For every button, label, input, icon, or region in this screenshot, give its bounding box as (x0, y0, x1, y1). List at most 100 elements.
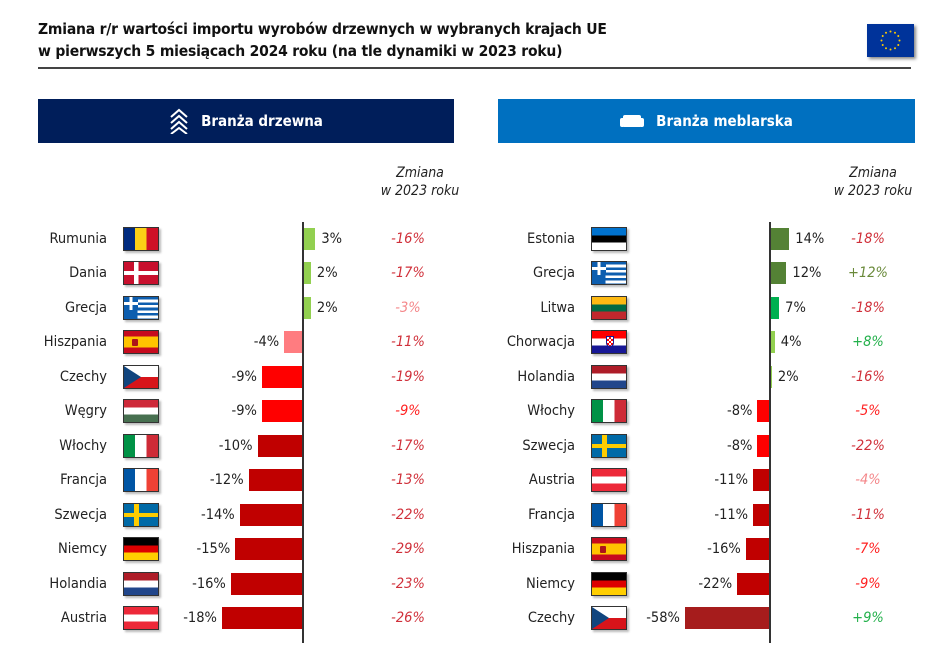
bar (769, 296, 780, 319)
country-label: Francja (60, 472, 107, 489)
country-label: Włochy (527, 403, 575, 420)
chart-row: Austria -11% -4% (0, 467, 945, 493)
change-2023-label: -7% (855, 541, 881, 558)
bar (248, 469, 302, 492)
chart-row: Austria -18% -26% (0, 605, 945, 631)
bar (684, 606, 769, 629)
bar (261, 400, 302, 423)
bar (753, 469, 769, 492)
zero-axis (302, 222, 304, 644)
flag-at-icon (123, 605, 159, 630)
furniture-industry-title: Branża meblarska (656, 112, 793, 130)
change-2023-header-right: Zmiana w 2023 roku (833, 165, 913, 199)
flag-cz-icon (591, 605, 627, 630)
change-2023-label: +12% (848, 265, 888, 282)
value-label: -11% (714, 506, 749, 523)
zero-axis (769, 222, 771, 644)
flag-es-icon (123, 330, 159, 355)
value-label: -16% (707, 541, 741, 558)
flag-ro-icon (123, 227, 159, 251)
chart-row: Grecja 2% -3% (0, 295, 945, 321)
flag-nl-icon (123, 571, 159, 596)
chart-row: Francja -12% -13% (0, 467, 945, 493)
chart-row: Grecja 12% +12% (0, 260, 945, 286)
chart-row: Czechy -58% +9% (0, 605, 945, 631)
bar (769, 262, 787, 285)
change-2023-label: -17% (391, 265, 425, 282)
value-label: -58% (646, 609, 680, 626)
change-2023-label: -4% (855, 472, 881, 489)
bar (769, 331, 775, 354)
flag-fr-icon (123, 468, 159, 493)
wood-industry-header: Branża drzewna (38, 99, 454, 143)
country-label: Holandia (517, 368, 575, 385)
flag-it-icon (591, 399, 627, 424)
change-2023-label: -18% (851, 231, 885, 247)
flag-ee-icon (591, 227, 627, 251)
bar (221, 606, 302, 629)
change-2023-label: -3% (395, 299, 421, 316)
chart-row: Włochy -8% -5% (0, 398, 945, 424)
value-label: -9% (231, 403, 257, 420)
flag-se-icon (591, 433, 627, 458)
chart-row: Rumunia 3% -16% (0, 226, 945, 252)
change-2023-label: +8% (852, 334, 884, 351)
chart-row: Dania 2% -17% (0, 260, 945, 286)
country-label: Litwa (540, 299, 575, 316)
bar (261, 365, 302, 388)
value-label: -12% (209, 472, 244, 489)
country-label: Estonia (526, 231, 575, 247)
flag-es-icon (591, 537, 627, 562)
change-2023-label: -9% (855, 575, 881, 592)
country-label: Grecja (65, 299, 107, 316)
flag-cz-icon (123, 364, 159, 389)
country-label: Chorwacja (506, 334, 575, 351)
chevron-stack-icon (170, 108, 188, 134)
country-label: Hiszpania (43, 334, 107, 351)
value-label: -11% (714, 472, 749, 489)
value-label: 7% (785, 299, 806, 316)
flag-dk-icon (123, 261, 159, 286)
country-label: Szwecja (522, 437, 575, 454)
chart-row: Niemcy -15% -29% (0, 536, 945, 562)
chart-row: Szwecja -8% -22% (0, 433, 945, 459)
flag-de-icon (591, 571, 627, 596)
change-2023-label: -18% (851, 299, 885, 316)
chart-row: Włochy -10% -17% (0, 433, 945, 459)
flag-gr-icon (591, 261, 627, 286)
country-label: Dania (69, 265, 107, 282)
country-label: Rumunia (49, 231, 107, 247)
sofa-icon (620, 115, 645, 127)
title-divider (38, 67, 911, 69)
chart-row: Szwecja -14% -22% (0, 502, 945, 528)
country-label: Grecja (533, 265, 575, 282)
change-2023-header-left: Zmiana w 2023 roku (380, 165, 460, 199)
chart-row: Holandia -16% -23% (0, 571, 945, 597)
change-2023-label: -23% (391, 575, 425, 592)
chart-row: Czechy -9% -19% (0, 364, 945, 390)
change-2023-label: -5% (855, 403, 881, 420)
value-label: 14% (795, 231, 825, 247)
chart-title: Zmiana r/r wartości importu wyrobów drze… (38, 20, 607, 60)
flag-it-icon (123, 433, 159, 458)
change-2023-label: -13% (391, 472, 425, 489)
value-label: -8% (727, 437, 753, 454)
value-label: 2% (316, 299, 338, 316)
change-2023-label: -22% (851, 437, 885, 454)
bar (737, 572, 769, 595)
value-label: -10% (218, 437, 253, 454)
change-2023-label: -19% (391, 368, 425, 385)
country-label: Włochy (59, 437, 107, 454)
flag-at-icon (591, 468, 627, 493)
flag-lt-icon (591, 295, 627, 320)
chart-row: Hiszpania -4% -11% (0, 329, 945, 355)
bar (235, 538, 302, 561)
value-label: 2% (316, 265, 338, 282)
value-label: -14% (201, 506, 235, 523)
value-label: 2% (777, 368, 799, 385)
bar (757, 434, 769, 457)
chart-row: Litwa 7% -18% (0, 295, 945, 321)
country-label: Austria (528, 472, 575, 489)
country-label: Węgry (64, 403, 107, 420)
furniture-industry-header: Branża meblarska (498, 99, 915, 143)
